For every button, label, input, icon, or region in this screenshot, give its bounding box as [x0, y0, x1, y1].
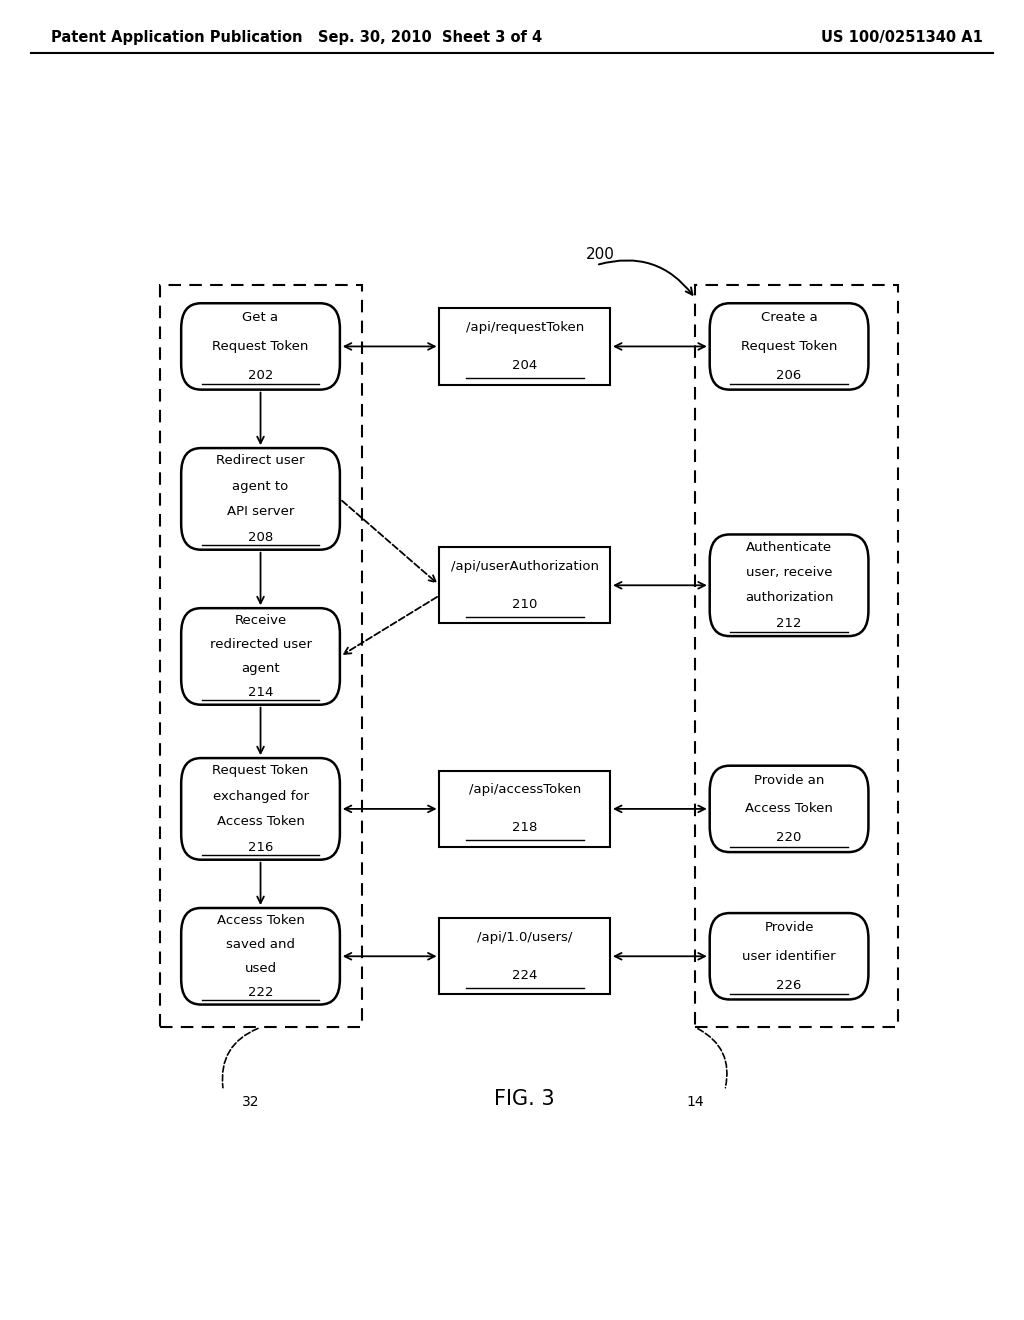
- Text: user, receive: user, receive: [745, 566, 833, 579]
- Text: 222: 222: [248, 986, 273, 999]
- Text: /api/accessToken: /api/accessToken: [469, 783, 581, 796]
- FancyBboxPatch shape: [710, 913, 868, 999]
- Text: 208: 208: [248, 531, 273, 544]
- Text: /api/requestToken: /api/requestToken: [466, 321, 584, 334]
- Text: Provide an: Provide an: [754, 774, 824, 787]
- Text: FIG. 3: FIG. 3: [495, 1089, 555, 1109]
- Text: 14: 14: [687, 1094, 705, 1109]
- FancyBboxPatch shape: [181, 609, 340, 705]
- Text: 206: 206: [776, 368, 802, 381]
- FancyBboxPatch shape: [710, 766, 868, 853]
- Text: 200: 200: [586, 247, 614, 263]
- Text: exchanged for: exchanged for: [213, 789, 308, 803]
- Bar: [160, 285, 362, 1027]
- Text: 220: 220: [776, 832, 802, 845]
- Text: Receive: Receive: [234, 614, 287, 627]
- Text: Get a: Get a: [243, 312, 279, 325]
- Text: Request Token: Request Token: [741, 341, 838, 352]
- Text: 204: 204: [512, 359, 538, 372]
- Text: 226: 226: [776, 978, 802, 991]
- Text: 224: 224: [512, 969, 538, 982]
- Bar: [439, 771, 610, 847]
- Text: Access Token: Access Token: [745, 803, 833, 816]
- Text: US 100/0251340 A1: US 100/0251340 A1: [821, 30, 983, 45]
- Text: Redirect user: Redirect user: [216, 454, 305, 467]
- Bar: [439, 309, 610, 384]
- Text: authorization: authorization: [744, 591, 834, 605]
- Text: redirected user: redirected user: [210, 638, 311, 651]
- FancyBboxPatch shape: [710, 304, 868, 389]
- FancyBboxPatch shape: [181, 758, 340, 859]
- Text: agent to: agent to: [232, 479, 289, 492]
- Text: used: used: [245, 962, 276, 975]
- Text: Create a: Create a: [761, 312, 817, 325]
- Text: /api/1.0/users/: /api/1.0/users/: [477, 931, 572, 944]
- Text: 218: 218: [512, 821, 538, 834]
- FancyBboxPatch shape: [181, 447, 340, 549]
- Bar: [439, 548, 610, 623]
- Text: Access Token: Access Token: [217, 816, 304, 828]
- Text: 210: 210: [512, 598, 538, 611]
- Text: 32: 32: [243, 1094, 260, 1109]
- Text: Request Token: Request Token: [212, 764, 308, 777]
- Bar: [695, 285, 898, 1027]
- Text: 216: 216: [248, 841, 273, 854]
- FancyBboxPatch shape: [181, 908, 340, 1005]
- Text: 214: 214: [248, 686, 273, 700]
- Text: API server: API server: [227, 506, 294, 517]
- Text: Provide: Provide: [764, 921, 814, 935]
- Text: Authenticate: Authenticate: [746, 541, 833, 553]
- Text: Sep. 30, 2010  Sheet 3 of 4: Sep. 30, 2010 Sheet 3 of 4: [318, 30, 542, 45]
- Text: 212: 212: [776, 616, 802, 630]
- Text: agent: agent: [242, 663, 280, 675]
- Text: Patent Application Publication: Patent Application Publication: [51, 30, 303, 45]
- Text: user identifier: user identifier: [742, 950, 836, 962]
- Text: Request Token: Request Token: [212, 341, 308, 352]
- Text: 202: 202: [248, 368, 273, 381]
- FancyBboxPatch shape: [710, 535, 868, 636]
- Text: saved and: saved and: [226, 937, 295, 950]
- FancyBboxPatch shape: [181, 304, 340, 389]
- Text: /api/userAuthorization: /api/userAuthorization: [451, 560, 599, 573]
- Text: Access Token: Access Token: [217, 913, 304, 927]
- Bar: [439, 919, 610, 994]
